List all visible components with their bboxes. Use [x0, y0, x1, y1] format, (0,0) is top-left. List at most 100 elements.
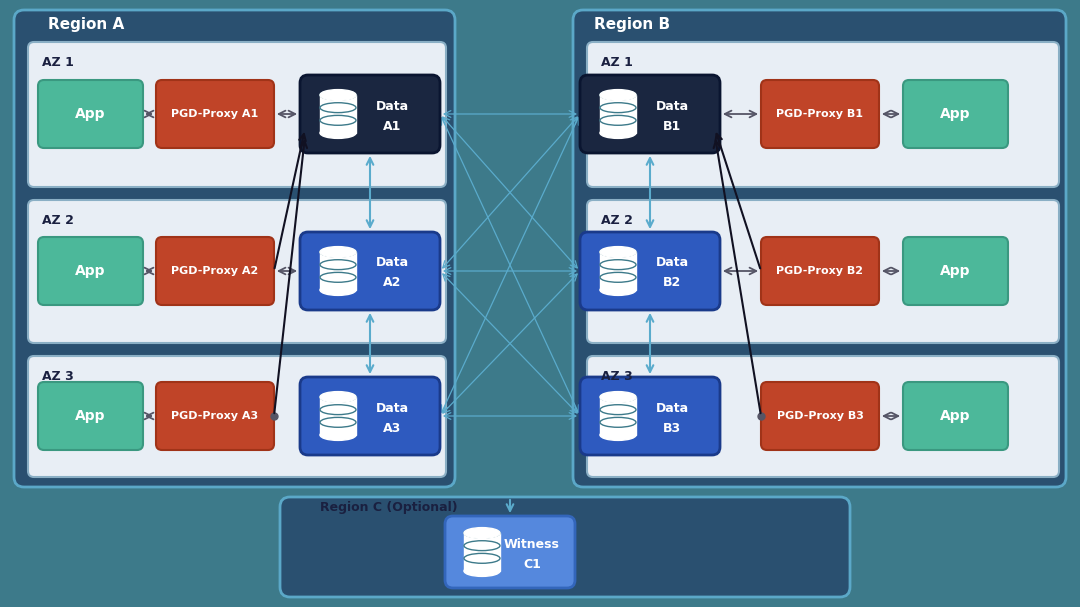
Text: B2: B2: [663, 277, 681, 290]
FancyBboxPatch shape: [156, 80, 274, 148]
Text: B3: B3: [663, 421, 681, 435]
Ellipse shape: [320, 273, 356, 282]
Ellipse shape: [464, 528, 500, 538]
Ellipse shape: [600, 273, 636, 282]
Text: App: App: [75, 107, 105, 121]
Ellipse shape: [600, 392, 636, 402]
Text: Data: Data: [656, 100, 689, 112]
Text: Data: Data: [656, 257, 689, 270]
Ellipse shape: [320, 103, 356, 113]
FancyBboxPatch shape: [156, 237, 274, 305]
Ellipse shape: [600, 430, 636, 441]
Ellipse shape: [600, 115, 636, 125]
Bar: [320, 397, 356, 435]
Ellipse shape: [320, 405, 356, 415]
Ellipse shape: [320, 392, 356, 402]
Ellipse shape: [464, 566, 500, 577]
Ellipse shape: [320, 127, 356, 138]
FancyBboxPatch shape: [156, 382, 274, 450]
Text: Region A: Region A: [48, 18, 124, 33]
FancyBboxPatch shape: [580, 232, 720, 310]
Text: Data: Data: [376, 401, 408, 415]
FancyBboxPatch shape: [573, 10, 1066, 487]
Ellipse shape: [600, 127, 636, 138]
FancyBboxPatch shape: [14, 10, 455, 487]
FancyBboxPatch shape: [300, 377, 440, 455]
FancyBboxPatch shape: [903, 382, 1008, 450]
FancyBboxPatch shape: [761, 80, 879, 148]
Ellipse shape: [600, 90, 636, 100]
Text: PGD-Proxy B2: PGD-Proxy B2: [777, 266, 864, 276]
Text: Witness: Witness: [504, 538, 559, 551]
FancyBboxPatch shape: [588, 356, 1059, 477]
FancyBboxPatch shape: [445, 516, 575, 588]
Ellipse shape: [320, 430, 356, 441]
Ellipse shape: [600, 418, 636, 427]
Text: PGD-Proxy B1: PGD-Proxy B1: [777, 109, 864, 119]
Ellipse shape: [320, 247, 356, 257]
Text: B1: B1: [663, 120, 681, 132]
Ellipse shape: [600, 247, 636, 257]
Text: AZ 3: AZ 3: [42, 370, 73, 382]
Text: Data: Data: [376, 257, 408, 270]
Ellipse shape: [600, 285, 636, 296]
Ellipse shape: [600, 392, 636, 402]
Text: App: App: [75, 409, 105, 423]
Bar: [464, 533, 500, 571]
Bar: [600, 95, 636, 133]
FancyBboxPatch shape: [580, 377, 720, 455]
Bar: [320, 252, 356, 290]
Ellipse shape: [600, 405, 636, 415]
FancyBboxPatch shape: [580, 75, 720, 153]
Ellipse shape: [464, 541, 500, 551]
Ellipse shape: [600, 103, 636, 113]
FancyBboxPatch shape: [28, 200, 446, 343]
Text: App: App: [75, 264, 105, 278]
Text: Region B: Region B: [594, 18, 670, 33]
Bar: [600, 397, 636, 435]
Text: PGD-Proxy A2: PGD-Proxy A2: [172, 266, 258, 276]
Ellipse shape: [464, 554, 500, 563]
Text: AZ 3: AZ 3: [600, 370, 633, 382]
Bar: [600, 252, 636, 290]
Ellipse shape: [320, 260, 356, 270]
Text: A3: A3: [383, 421, 401, 435]
Text: AZ 1: AZ 1: [600, 55, 633, 69]
FancyBboxPatch shape: [903, 237, 1008, 305]
FancyBboxPatch shape: [588, 200, 1059, 343]
Ellipse shape: [320, 392, 356, 402]
FancyBboxPatch shape: [38, 237, 143, 305]
Text: A1: A1: [382, 120, 401, 132]
Text: AZ 2: AZ 2: [42, 214, 73, 226]
FancyBboxPatch shape: [588, 42, 1059, 187]
Text: A2: A2: [382, 277, 401, 290]
Text: Data: Data: [376, 100, 408, 112]
FancyBboxPatch shape: [38, 382, 143, 450]
Ellipse shape: [600, 246, 636, 257]
FancyBboxPatch shape: [300, 75, 440, 153]
FancyBboxPatch shape: [28, 42, 446, 187]
Ellipse shape: [320, 246, 356, 257]
Ellipse shape: [464, 527, 500, 538]
Ellipse shape: [320, 90, 356, 100]
FancyBboxPatch shape: [903, 80, 1008, 148]
Ellipse shape: [600, 90, 636, 100]
Text: Region C (Optional): Region C (Optional): [320, 501, 458, 515]
Ellipse shape: [600, 260, 636, 270]
FancyBboxPatch shape: [28, 356, 446, 477]
FancyBboxPatch shape: [280, 497, 850, 597]
Text: C1: C1: [523, 557, 541, 571]
Text: AZ 1: AZ 1: [42, 55, 73, 69]
FancyBboxPatch shape: [761, 237, 879, 305]
Ellipse shape: [320, 418, 356, 427]
Bar: [320, 95, 356, 133]
Ellipse shape: [320, 90, 356, 100]
Text: PGD-Proxy A1: PGD-Proxy A1: [172, 109, 258, 119]
Ellipse shape: [320, 285, 356, 296]
FancyBboxPatch shape: [761, 382, 879, 450]
Text: App: App: [940, 264, 970, 278]
Text: Data: Data: [656, 401, 689, 415]
Text: AZ 2: AZ 2: [600, 214, 633, 226]
FancyBboxPatch shape: [300, 232, 440, 310]
Text: PGD-Proxy B3: PGD-Proxy B3: [777, 411, 863, 421]
